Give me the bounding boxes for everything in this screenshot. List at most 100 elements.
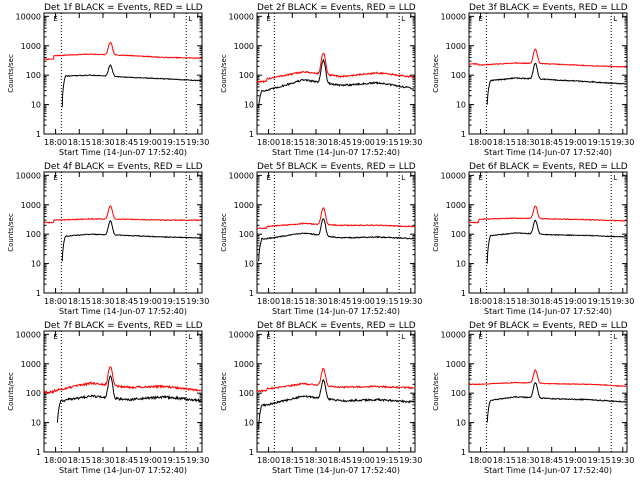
x-tick-label: 19:00 (139, 138, 162, 147)
y-tick-label: 100 (239, 230, 254, 239)
x-tick-label: 19:00 (564, 297, 587, 306)
y-axis-label: Counts/sec (7, 213, 15, 252)
y-tick-label: 10000 (441, 171, 466, 180)
flag-mark: L (613, 174, 617, 182)
x-tick-label: 18:45 (328, 297, 351, 306)
x-tick-label: 18:15 (68, 297, 91, 306)
x-tick-label: 19:15 (588, 297, 611, 306)
lld-series-line (256, 52, 415, 84)
lld-series-line (44, 205, 202, 224)
x-tick-label: 18:15 (493, 456, 516, 465)
x-tick-label: 18:45 (328, 456, 351, 465)
y-tick-label: 10 (244, 260, 254, 269)
lld-series-line (43, 366, 202, 395)
y-axis-label: Counts/sec (7, 372, 15, 411)
y-tick-label: 1000 (21, 201, 41, 210)
y-tick-label: 100 (239, 389, 254, 398)
y-tick-label: 100 (26, 389, 41, 398)
x-tick-label: 19:15 (376, 138, 399, 147)
y-tick-label: 1000 (234, 360, 254, 369)
panel-title: Det 5f BLACK = Events, RED = LLD (257, 162, 416, 172)
x-tick-label: 19:00 (352, 138, 375, 147)
flag-mark: L (188, 174, 192, 182)
x-tick-label: 18:15 (493, 138, 516, 147)
y-tick-label: 10000 (229, 12, 254, 21)
x-tick-label: 18:30 (304, 297, 327, 306)
x-tick-label: 18:30 (516, 138, 539, 147)
lld-series-line (468, 205, 627, 224)
y-tick-label: 1000 (21, 42, 41, 51)
x-tick-label: 19:30 (186, 456, 209, 465)
flag-mark: E (53, 15, 57, 23)
x-tick-label: 18:45 (115, 297, 138, 306)
y-tick-label: 1000 (234, 201, 254, 210)
flag-mark: E (53, 333, 57, 341)
lld-series-line (43, 42, 202, 61)
x-tick-label: 18:30 (91, 456, 114, 465)
flag-mark: E (266, 333, 270, 341)
y-tick-label: 10000 (16, 330, 41, 339)
x-tick-label: 18:45 (540, 297, 563, 306)
events-series-line (258, 218, 415, 262)
x-tick-label: 18:00 (257, 456, 280, 465)
x-tick-label: 18:30 (304, 138, 327, 147)
x-tick-label: 19:15 (376, 456, 399, 465)
y-tick-label: 1000 (446, 360, 466, 369)
panel-title: Det 7f BLACK = Events, RED = LLD (44, 321, 203, 331)
flag-mark: L (401, 333, 405, 341)
x-tick-label: 18:30 (91, 138, 114, 147)
plot-frame (468, 171, 628, 294)
y-tick-label: 10000 (229, 330, 254, 339)
x-tick-label: 19:15 (163, 138, 186, 147)
panel-title: Det 4f BLACK = Events, RED = LLD (44, 162, 203, 172)
y-tick-label: 10 (456, 101, 466, 110)
y-tick-label: 10000 (16, 171, 41, 180)
y-axis-label: Counts/sec (432, 372, 440, 411)
y-tick-label: 10000 (441, 330, 466, 339)
plot-frame (468, 12, 628, 135)
panel-title: Det 1f BLACK = Events, RED = LLD (44, 3, 203, 13)
flag-mark: L (401, 174, 405, 182)
x-tick-label: 18:15 (68, 456, 91, 465)
flag-mark: L (613, 333, 617, 341)
x-axis-label: Start Time (14-Jun-07 17:52:40) (272, 307, 400, 316)
plot-frame (43, 171, 203, 294)
x-tick-label: 18:30 (304, 456, 327, 465)
x-tick-label: 19:00 (564, 138, 587, 147)
lld-series-line (468, 48, 627, 69)
y-tick-label: 1 (249, 448, 254, 457)
y-axis-label: Counts/sec (220, 213, 228, 252)
x-tick-label: 18:45 (328, 138, 351, 147)
x-axis-label: Start Time (14-Jun-07 17:52:40) (59, 148, 187, 157)
x-tick-label: 18:15 (68, 138, 91, 147)
y-tick-label: 1 (461, 130, 466, 139)
y-tick-label: 1000 (21, 360, 41, 369)
y-tick-label: 1 (36, 130, 41, 139)
y-tick-label: 10000 (16, 12, 41, 21)
events-series-line (61, 219, 202, 262)
y-axis-label: Counts/sec (220, 372, 228, 411)
y-tick-label: 10 (31, 419, 41, 428)
flag-mark: E (478, 333, 482, 341)
y-axis-label: Counts/sec (220, 54, 228, 93)
y-tick-label: 1 (249, 130, 254, 139)
y-tick-label: 100 (451, 230, 466, 239)
y-tick-label: 100 (239, 71, 254, 80)
x-tick-label: 19:30 (186, 138, 209, 147)
x-tick-label: 18:30 (516, 456, 539, 465)
y-tick-label: 10 (31, 260, 41, 269)
flag-mark: E (266, 174, 270, 182)
y-tick-label: 10 (244, 419, 254, 428)
flag-mark: E (53, 174, 57, 182)
x-tick-label: 19:15 (163, 456, 186, 465)
x-tick-label: 19:00 (352, 456, 375, 465)
events-series-line (258, 378, 415, 430)
x-tick-label: 19:15 (588, 456, 611, 465)
x-tick-label: 18:00 (257, 297, 280, 306)
x-tick-label: 18:00 (44, 138, 67, 147)
plot-frame (256, 12, 416, 135)
flag-mark: E (478, 15, 482, 23)
y-tick-label: 1000 (446, 201, 466, 210)
panel-title: Det 3f BLACK = Events, RED = LLD (469, 3, 628, 13)
x-tick-label: 18:00 (44, 297, 67, 306)
